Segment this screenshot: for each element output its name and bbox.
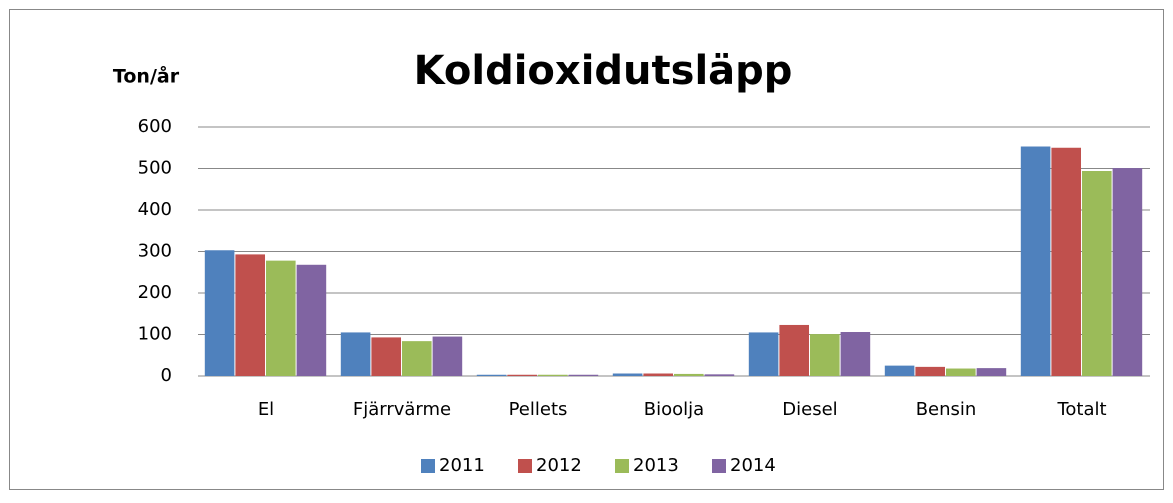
bar <box>976 368 1007 376</box>
bar <box>748 332 779 376</box>
legend-label: 2013 <box>633 455 679 476</box>
bar <box>266 260 296 376</box>
y-tick-label: 600 <box>138 116 172 137</box>
bar <box>432 336 463 376</box>
bar <box>402 341 432 376</box>
bar <box>612 373 643 376</box>
chart-border <box>9 9 1164 490</box>
y-tick-label: 400 <box>138 199 172 220</box>
bar <box>946 368 976 376</box>
legend-swatch <box>615 459 629 473</box>
legend-label: 2011 <box>439 455 485 476</box>
bar <box>915 366 945 376</box>
bar <box>568 374 599 376</box>
bar <box>1082 170 1112 376</box>
y-tick-label: 100 <box>138 324 172 345</box>
bar <box>674 373 704 376</box>
x-tick-label: Fjärrvärme <box>353 399 451 420</box>
y-tick-label: 200 <box>138 282 172 303</box>
bar <box>507 374 537 376</box>
y-axis-label: Ton/år <box>113 64 180 88</box>
y-tick-label: 0 <box>161 365 172 386</box>
bar <box>779 324 809 376</box>
bar <box>1112 168 1143 376</box>
legend-swatch <box>518 459 532 473</box>
bar <box>235 254 265 376</box>
bar <box>810 334 840 376</box>
chart-title: Koldioxidutsläpp <box>414 48 793 94</box>
x-tick-label: Totalt <box>1056 399 1106 420</box>
bar <box>643 373 673 376</box>
x-tick-label: Bioolja <box>644 399 704 420</box>
x-tick-label: El <box>258 399 274 420</box>
legend-label: 2014 <box>730 455 776 476</box>
x-tick-label: Bensin <box>916 399 977 420</box>
bar <box>204 250 235 376</box>
x-tick-label: Diesel <box>782 399 837 420</box>
bar <box>476 374 507 376</box>
y-tick-label: 300 <box>138 241 172 262</box>
x-tick-label: Pellets <box>509 399 568 420</box>
bar <box>296 264 327 376</box>
bar <box>840 332 871 376</box>
legend-label: 2012 <box>536 455 582 476</box>
bar <box>371 337 401 376</box>
bar <box>884 365 915 376</box>
bar <box>538 374 568 376</box>
legend-swatch <box>421 459 435 473</box>
bar <box>340 332 371 376</box>
legend-swatch <box>712 459 726 473</box>
bar <box>1020 146 1051 376</box>
bar <box>704 374 735 376</box>
bar <box>1051 147 1081 376</box>
y-tick-label: 500 <box>138 158 172 179</box>
